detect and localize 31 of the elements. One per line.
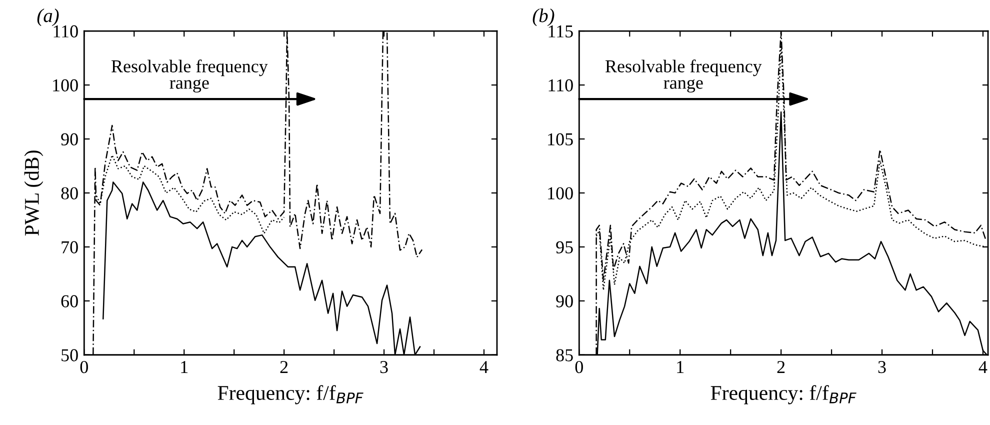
chart-title: (a) <box>37 8 59 26</box>
y-tick-label: 90 <box>61 133 78 146</box>
x-tick-label: 1 <box>181 361 188 373</box>
y-axis-title: PWL (dB) <box>24 150 44 236</box>
x-tick-label: 4 <box>480 361 488 373</box>
y-tick-label: 100 <box>548 187 573 200</box>
y-tick-label: 100 <box>53 79 78 92</box>
x-tick-label: 0 <box>575 360 583 374</box>
x-tick-label: 3 <box>380 361 388 374</box>
y-tick-label: 110 <box>548 79 573 92</box>
y-tick-label: 90 <box>556 295 573 308</box>
y-tick-label: 105 <box>548 133 573 146</box>
x-axis-title: Frequency: f/f$_{BPF}$ <box>710 385 856 404</box>
x-axis-title: Frequency: f/f$_{BPF}$ <box>218 385 364 404</box>
x-tick-label: 2 <box>777 361 785 373</box>
y-tick-label: 110 <box>54 25 78 38</box>
x-tick-label: 2 <box>280 361 288 373</box>
chart-title: (b) <box>532 8 554 26</box>
x-tick-label: 0 <box>80 360 88 374</box>
y-tick-label: 85 <box>556 349 573 362</box>
x-tick-label: 3 <box>878 361 886 374</box>
y-tick-label: 60 <box>61 295 78 308</box>
x-tick-label: 1 <box>677 361 684 373</box>
y-tick-label: 80 <box>61 187 78 200</box>
y-tick-label: 50 <box>62 349 78 362</box>
x-tick-label: 4 <box>978 361 988 373</box>
annotation: Resolvable frequency range <box>605 60 762 93</box>
y-tick-label: 95 <box>556 241 573 254</box>
annotation: Resolvable frequency range <box>111 60 268 93</box>
y-tick-label: 115 <box>548 25 573 38</box>
y-tick-label: 70 <box>62 241 78 254</box>
